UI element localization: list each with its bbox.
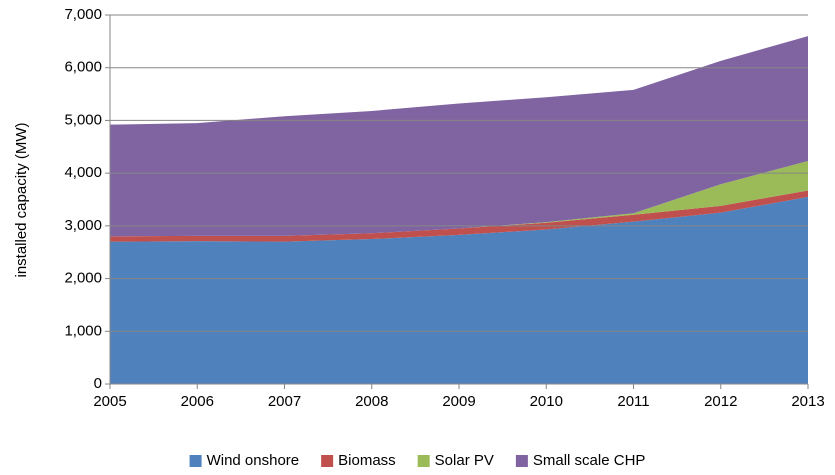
x-tick-label: 2012 (704, 393, 737, 410)
legend-label: Solar PV (435, 452, 494, 469)
plot-area (110, 36, 808, 384)
legend-swatch (417, 455, 430, 467)
y-tick-label: 6,000 (64, 59, 102, 76)
y-axis-label: installed capacity (MW) (13, 122, 30, 277)
legend-label: Wind onshore (207, 452, 300, 469)
legend-swatch (321, 455, 334, 467)
x-tick-label: 2005 (93, 393, 126, 410)
y-tick-label: 3,000 (64, 217, 102, 234)
x-tick-label: 2008 (355, 393, 388, 410)
x-tick-label: 2013 (791, 393, 824, 410)
legend-label: Small scale CHP (533, 452, 646, 469)
x-tick-label: 2009 (442, 393, 475, 410)
legend-swatch (189, 455, 202, 467)
legend-swatch (515, 455, 528, 467)
legend: Wind onshore Biomass Solar PV Small scale C… (189, 452, 646, 469)
y-tick-label: 7,000 (64, 6, 102, 23)
y-tick-label: 4,000 (64, 164, 102, 181)
y-tick-label: 5,000 (64, 111, 102, 128)
area (110, 190, 808, 242)
x-tick-label: 2011 (617, 393, 649, 410)
area (110, 36, 808, 237)
y-tick-label: 1,000 (64, 322, 102, 339)
area (110, 196, 808, 384)
x-tick-label: 2007 (268, 393, 301, 410)
x-tick-label: 2006 (181, 393, 214, 410)
legend-label: Biomass (338, 452, 396, 469)
y-tick-label: 2,000 (64, 270, 102, 287)
y-tick-label: 0 (94, 375, 102, 392)
x-tick-label: 2010 (530, 393, 563, 410)
